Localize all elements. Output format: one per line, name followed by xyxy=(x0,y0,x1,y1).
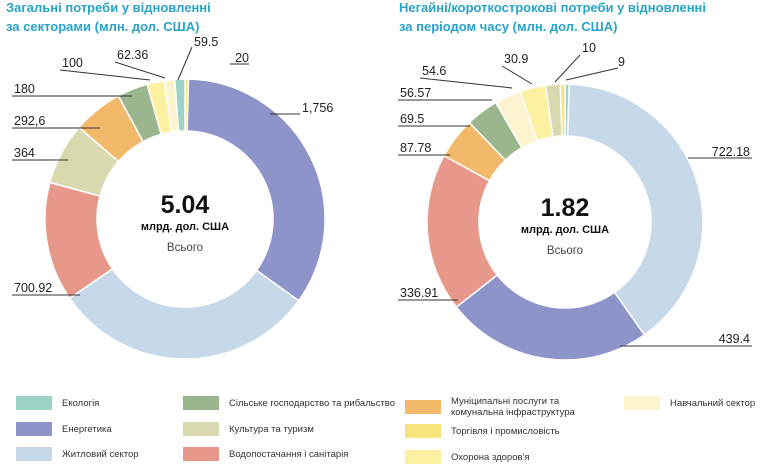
legend-label-trade: Торгівля і промисловість xyxy=(451,425,560,437)
legend-item-municipal: Муніципальні послуги та комунальна інфра… xyxy=(405,396,575,418)
legend-swatch-culture xyxy=(183,422,219,436)
slice-label-trade: 20 xyxy=(235,51,249,65)
callout-line-ecology xyxy=(565,67,619,81)
legend: Екологія Енергетика Житловий сектор Сіль… xyxy=(0,390,763,476)
slice-trade xyxy=(559,83,566,137)
callout-line-health xyxy=(59,69,151,81)
slice-label-health: 100 xyxy=(62,56,83,70)
legend-swatch-municipal xyxy=(405,400,441,414)
center-total-caption: Всього xyxy=(547,245,583,257)
sector-donut-chart: 20 1,756 700.92 364 292,6 180 100 62.36 59.5 5.04… xyxy=(12,35,333,360)
legend-item-ecology: Екологія xyxy=(16,396,99,410)
slice-label-ecology: 9 xyxy=(618,55,625,69)
callout-line-culture xyxy=(501,65,533,85)
legend-swatch-health xyxy=(405,450,441,464)
legend-swatch-water xyxy=(183,447,219,461)
legend-item-energy: Енергетика xyxy=(16,422,112,436)
legend-label-education: Навчальний сектор xyxy=(670,397,756,409)
legend-swatch-agriculture xyxy=(183,396,219,410)
legend-label-ecology: Екологія xyxy=(62,397,100,409)
slice-label-water: 336.91 xyxy=(400,286,438,300)
legend-swatch-energy xyxy=(16,422,52,436)
legend-label-culture: Культура та туризм xyxy=(229,423,314,435)
slice-label-agriculture: 69.5 xyxy=(400,112,424,126)
slice-label-agriculture: 180 xyxy=(14,82,35,96)
legend-item-education: Навчальний сектор xyxy=(624,396,755,410)
right-title-line-2: за періодом часу (млн. дол. США) xyxy=(399,19,618,34)
slice-label-housing: 722.18 xyxy=(712,145,750,159)
period-donut-chart: 9 722.18 439.4 336.91 87.78 69.5 56.57 54.6 30.9… xyxy=(398,41,752,361)
legend-item-health: Охорона здоров'я xyxy=(405,450,530,464)
slice-label-energy: 1,756 xyxy=(302,101,333,115)
legend-label-energy: Енергетика xyxy=(62,423,112,435)
callout-line-education xyxy=(114,61,166,79)
donut-center xyxy=(480,137,650,307)
center-total-unit: млрд. дол. США xyxy=(141,221,229,233)
legend-label-agriculture: Сільське господарство та рибальство xyxy=(229,397,396,409)
slice-housing xyxy=(68,267,300,360)
slice-label-education: 56.57 xyxy=(400,86,431,100)
legend-swatch-trade xyxy=(405,424,441,438)
right-chart-title: Негайні/короткострокові потреби у віднов… xyxy=(399,0,749,36)
donut-charts: 20 1,756 700.92 364 292,6 180 100 62.36 59.5 5.04… xyxy=(12,35,752,361)
legend-swatch-ecology xyxy=(16,396,52,410)
legend-label-health: Охорона здоров'я xyxy=(451,451,530,463)
center-total-value: 1.82 xyxy=(541,194,590,222)
donut-center xyxy=(98,132,272,306)
slice-energy xyxy=(455,273,646,361)
legend-label-water: Водопостачання і санітарія xyxy=(229,448,349,460)
center-total-value: 5.04 xyxy=(161,191,210,219)
slice-label-municipal: 292,6 xyxy=(14,114,45,128)
legend-item-culture: Культура та туризм xyxy=(183,422,314,436)
slice-label-trade: 10 xyxy=(582,41,596,55)
slice-label-culture: 364 xyxy=(14,146,35,160)
callout-line-health xyxy=(419,77,513,89)
slice-label-energy: 439.4 xyxy=(719,332,750,346)
left-title-line-2: за секторами (млн. дол. США) xyxy=(6,19,200,34)
legend-label-municipal-line-2: комунальна інфраструктура xyxy=(451,407,575,418)
slice-label-ecology: 59.5 xyxy=(194,35,218,49)
left-title-line-1: Загальні потреби у відновленні xyxy=(6,0,211,15)
slice-label-education: 62.36 xyxy=(117,48,148,62)
legend-label-municipal: Муніципальні послуги та комунальна інфра… xyxy=(451,396,575,418)
center-total-caption: Всього xyxy=(167,242,203,254)
legend-item-water: Водопостачання і санітарія xyxy=(183,447,348,461)
callout-line-ecology xyxy=(177,46,193,81)
center-total-unit: млрд. дол. США xyxy=(521,224,609,236)
legend-swatch-housing xyxy=(16,447,52,461)
slice-label-water: 700.92 xyxy=(14,281,52,295)
callout-line-trade xyxy=(554,54,581,83)
slice-label-health: 54.6 xyxy=(422,64,446,78)
slice-housing xyxy=(566,83,704,336)
left-chart-title: Загальні потреби у відновленні за сектор… xyxy=(6,0,336,36)
slice-energy xyxy=(186,78,326,302)
slice-label-municipal: 87.78 xyxy=(400,141,431,155)
legend-label-housing: Житловий сектор xyxy=(62,448,139,460)
legend-item-housing: Житловий сектор xyxy=(16,447,139,461)
legend-item-trade: Торгівля і промисловість xyxy=(405,424,560,438)
legend-label-municipal-line-1: Муніципальні послуги та xyxy=(451,396,560,407)
slice-label-culture: 30.9 xyxy=(504,52,528,66)
legend-swatch-education xyxy=(624,396,660,410)
legend-item-agriculture: Сільське господарство та рибальство xyxy=(183,396,395,410)
right-title-line-1: Негайні/короткострокові потреби у віднов… xyxy=(399,0,707,15)
